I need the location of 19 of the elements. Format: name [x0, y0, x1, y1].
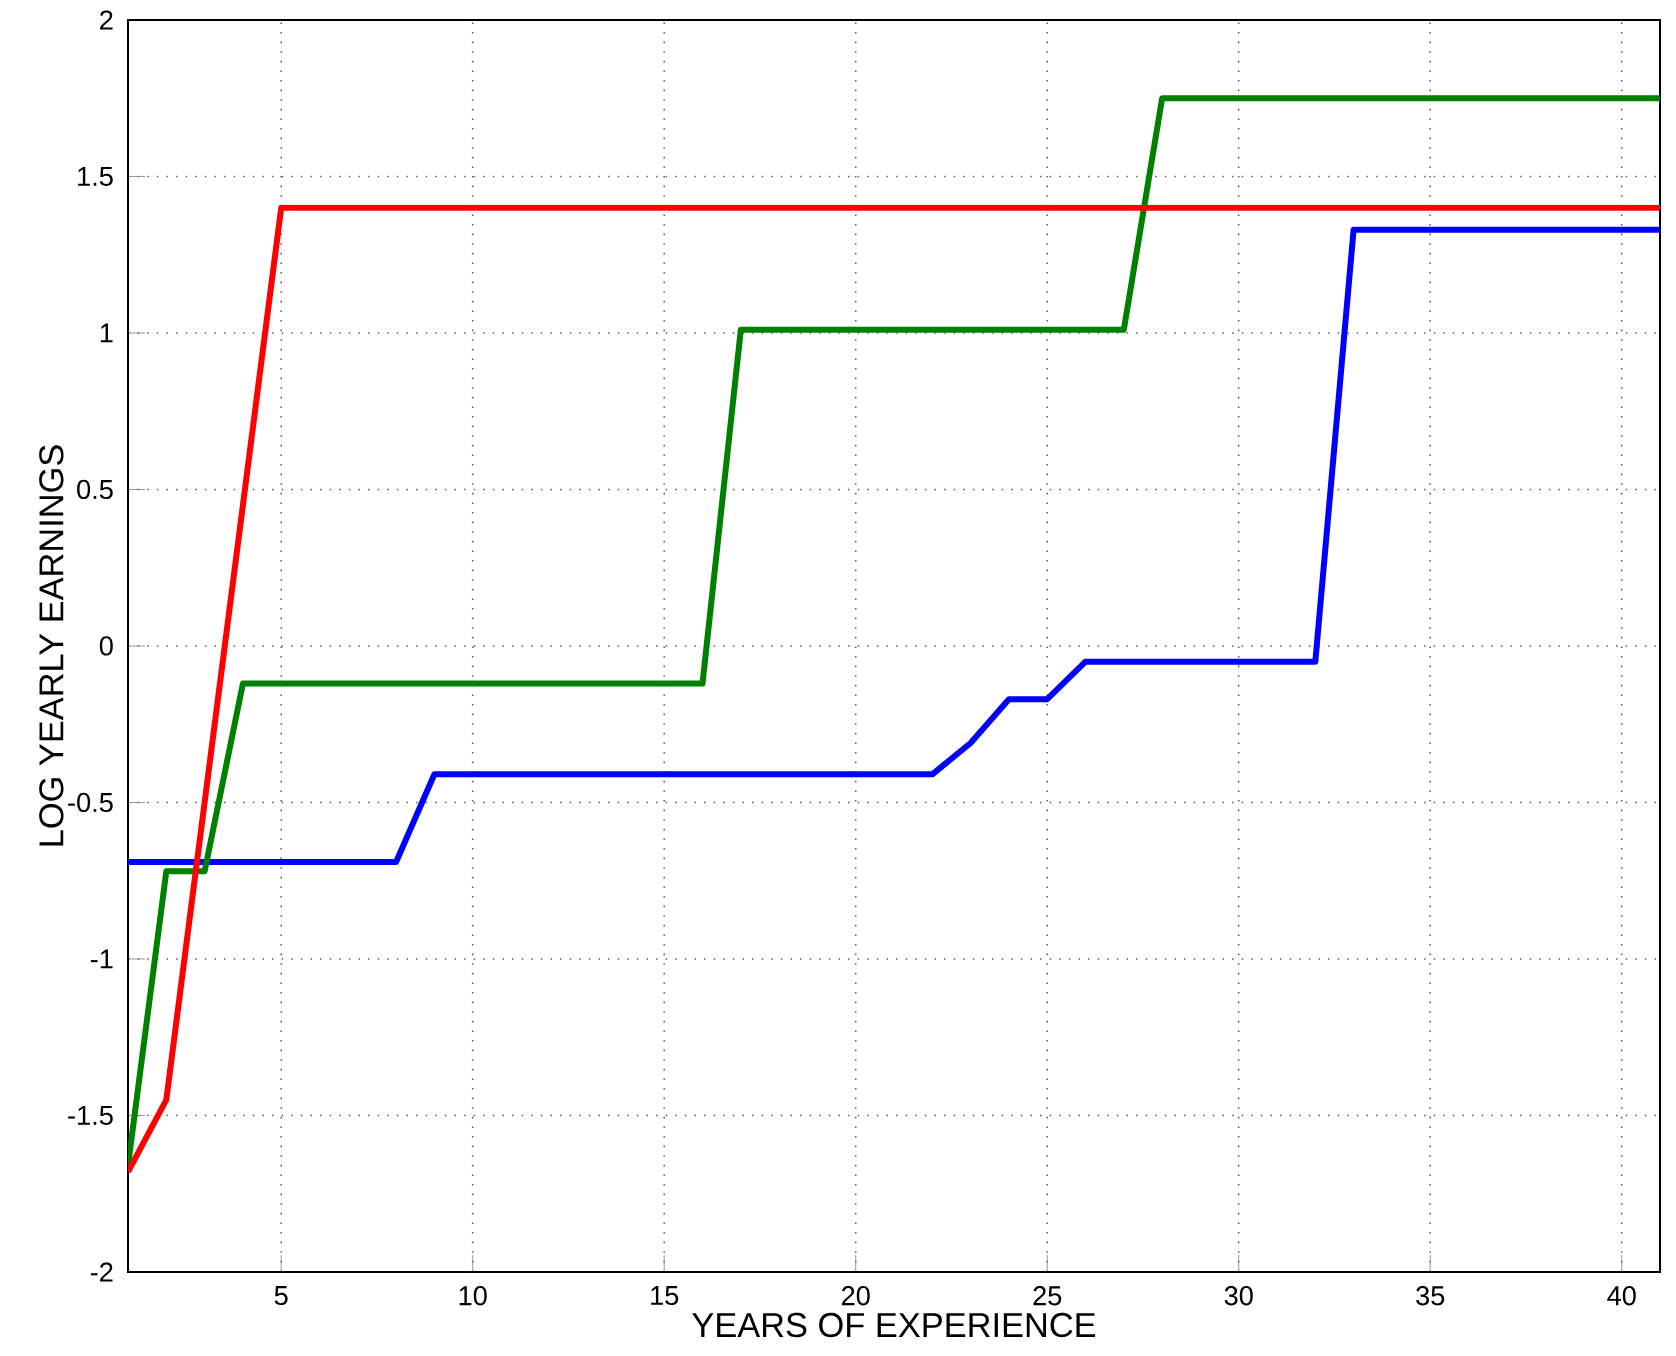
y-tick-label: -1.5 [68, 1105, 113, 1125]
y-tick-label: 1 [100, 323, 113, 343]
x-tick-label: 5 [274, 1286, 288, 1306]
x-tick-label: 40 [1607, 1286, 1636, 1306]
y-tick-label: 2 [100, 10, 113, 30]
y-tick-label: 0 [99, 636, 113, 656]
y-tick-label: -0.5 [68, 792, 113, 813]
x-tick-label: 25 [1033, 1286, 1062, 1306]
y-tick-label: 1.5 [78, 166, 113, 186]
y-axis-title: LOG YEARLY EARNINGS [39, 445, 64, 846]
y-tick-label: 0.5 [77, 479, 113, 500]
x-tick-label: 30 [1224, 1286, 1253, 1306]
x-tick-label: 35 [1416, 1286, 1445, 1306]
x-tick-label: 15 [651, 1286, 679, 1306]
x-tick-label: 20 [841, 1286, 870, 1306]
y-tick-label: -2 [90, 1262, 113, 1282]
x-axis-title: YEARS OF EXPERIENCE [692, 1312, 1096, 1338]
y-tick-label: -1 [90, 949, 113, 969]
x-tick-label: 10 [459, 1286, 487, 1306]
